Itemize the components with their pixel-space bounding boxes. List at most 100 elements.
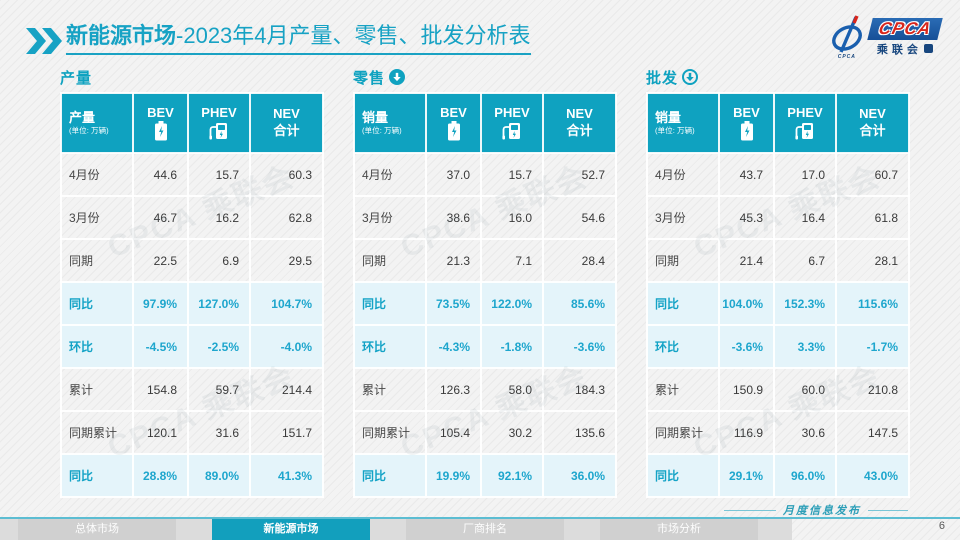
- row-label: 4月份: [353, 152, 427, 197]
- footer-tab-item[interactable]: 总体市场: [18, 519, 176, 540]
- row-label: 3月份: [353, 195, 427, 240]
- data-table-section: 批发 CPCA 乘联会 CPCA 乘联会 销量 (单位: 万辆) BEV: [646, 67, 910, 498]
- cell-value: 154.8: [132, 367, 189, 412]
- cell-value: -1.8%: [480, 324, 544, 369]
- row-label: 同比: [353, 281, 427, 326]
- footer-tabs: 总体市场 新能源市场 厂商排名 市场分析: [18, 519, 758, 540]
- phev-charger-icon: [209, 123, 227, 140]
- cell-value: 116.9: [718, 410, 775, 455]
- cell-value: 61.8: [835, 195, 910, 240]
- cell-value: -3.6%: [542, 324, 617, 369]
- cell-value: 115.6%: [835, 281, 910, 326]
- table-row: 同期 21.4 6.7 28.1: [646, 238, 910, 283]
- table-row: 4月份 44.6 15.7 60.3: [60, 152, 324, 197]
- cell-value: 6.7: [773, 238, 837, 283]
- title-topic: 新能源市场: [66, 23, 177, 48]
- cell-value: -3.6%: [718, 324, 775, 369]
- cell-value: 92.1%: [480, 453, 544, 498]
- table-row: 同期累计 120.1 31.6 151.7: [60, 410, 324, 455]
- table-row: 累计 150.9 60.0 210.8: [646, 367, 910, 412]
- table-row: 同比 19.9% 92.1% 36.0%: [353, 453, 617, 498]
- footer-tab-item[interactable]: 市场分析: [600, 519, 758, 540]
- cell-value: -1.7%: [835, 324, 910, 369]
- cell-value: 29.1%: [718, 453, 775, 498]
- page-title: 新能源市场-2023年4月产量、零售、批发分析表: [66, 22, 531, 55]
- cell-value: 210.8: [835, 367, 910, 412]
- cell-value: 19.9%: [425, 453, 482, 498]
- cell-value: 122.0%: [480, 281, 544, 326]
- footer-tab-item[interactable]: 厂商排名: [406, 519, 564, 540]
- table-row: 3月份 38.6 16.0 54.6: [353, 195, 617, 240]
- logo-mini-text: CPCA: [837, 54, 856, 60]
- table-row: 同期 22.5 6.9 29.5: [60, 238, 324, 283]
- row-label: 同比: [60, 281, 134, 326]
- row-label: 同比: [646, 281, 720, 326]
- table-header-row: 销量 (单位: 万辆) BEV PHEV: [646, 92, 910, 154]
- note-line-left: [724, 509, 776, 511]
- data-table: 产量 (单位: 万辆) BEV PHEV: [60, 92, 324, 498]
- cell-value: 41.3%: [249, 453, 324, 498]
- table-row: 同比 73.5% 122.0% 85.6%: [353, 281, 617, 326]
- cell-value: 36.0%: [542, 453, 617, 498]
- column-header-phev: PHEV: [773, 92, 837, 154]
- table-row: 4月份 37.0 15.7 52.7: [353, 152, 617, 197]
- cpca-acronym: CPCA: [867, 17, 943, 40]
- row-label: 同期累计: [60, 410, 134, 455]
- cell-value: 45.3: [718, 195, 775, 240]
- cell-value: 22.5: [132, 238, 189, 283]
- cell-value: 120.1: [132, 410, 189, 455]
- row-label: 环比: [353, 324, 427, 369]
- cell-value: 3.3%: [773, 324, 837, 369]
- cell-value: 85.6%: [542, 281, 617, 326]
- cell-value: 15.7: [187, 152, 251, 197]
- cell-value: -4.3%: [425, 324, 482, 369]
- table-row: 3月份 46.7 16.2 62.8: [60, 195, 324, 240]
- cpca-seal-icon: [923, 44, 933, 53]
- table-row: 环比 -3.6% 3.3% -1.7%: [646, 324, 910, 369]
- table-row: 同比 28.8% 89.0% 41.3%: [60, 453, 324, 498]
- cell-value: 89.0%: [187, 453, 251, 498]
- cell-value: 6.9: [187, 238, 251, 283]
- cell-value: 54.6: [542, 195, 617, 240]
- footer-tab-active[interactable]: 新能源市场: [212, 519, 370, 540]
- row-label: 4月份: [646, 152, 720, 197]
- section-title: 批发: [646, 69, 679, 87]
- footer-tabbar: [0, 519, 792, 540]
- cell-value: 151.7: [249, 410, 324, 455]
- cell-value: 43.0%: [835, 453, 910, 498]
- phev-charger-icon: [502, 123, 520, 140]
- cell-value: 214.4: [249, 367, 324, 412]
- page-number: 6: [938, 520, 945, 532]
- cell-value: 31.6: [187, 410, 251, 455]
- table-corner-header: 销量 (单位: 万辆): [646, 92, 720, 154]
- column-header-nev: NEV 合计: [542, 92, 617, 154]
- row-label: 累计: [60, 367, 134, 412]
- table-row: 累计 154.8 59.7 214.4: [60, 367, 324, 412]
- table-row: 同比 97.9% 127.0% 104.7%: [60, 281, 324, 326]
- cell-value: 152.3%: [773, 281, 837, 326]
- table-row: 环比 -4.5% -2.5% -4.0%: [60, 324, 324, 369]
- cell-value: 16.4: [773, 195, 837, 240]
- down-arrow-icon: [389, 69, 406, 85]
- cell-value: 21.4: [718, 238, 775, 283]
- bev-battery-icon: [740, 121, 753, 141]
- cell-value: 73.5%: [425, 281, 482, 326]
- cell-value: 44.6: [132, 152, 189, 197]
- cell-value: 17.0: [773, 152, 837, 197]
- cell-value: 30.6: [773, 410, 837, 455]
- cell-value: 16.0: [480, 195, 544, 240]
- cell-value: 126.3: [425, 367, 482, 412]
- cell-value: 16.2: [187, 195, 251, 240]
- section-title: 产量: [60, 69, 93, 87]
- row-label: 环比: [60, 324, 134, 369]
- cell-value: 60.3: [249, 152, 324, 197]
- data-table-section: 零售 CPCA 乘联会 CPCA 乘联会 销量 (单位: 万辆) BEV: [353, 67, 617, 498]
- cpca-logo: CPCA CPCA 乘联会: [827, 14, 943, 60]
- cell-value: 30.2: [480, 410, 544, 455]
- row-label: 同比: [60, 453, 134, 498]
- column-header-phev: PHEV: [187, 92, 251, 154]
- cell-value: 104.7%: [249, 281, 324, 326]
- down-arrow-icon: [682, 69, 699, 85]
- row-label: 同比: [353, 453, 427, 498]
- bev-battery-icon: [154, 121, 167, 141]
